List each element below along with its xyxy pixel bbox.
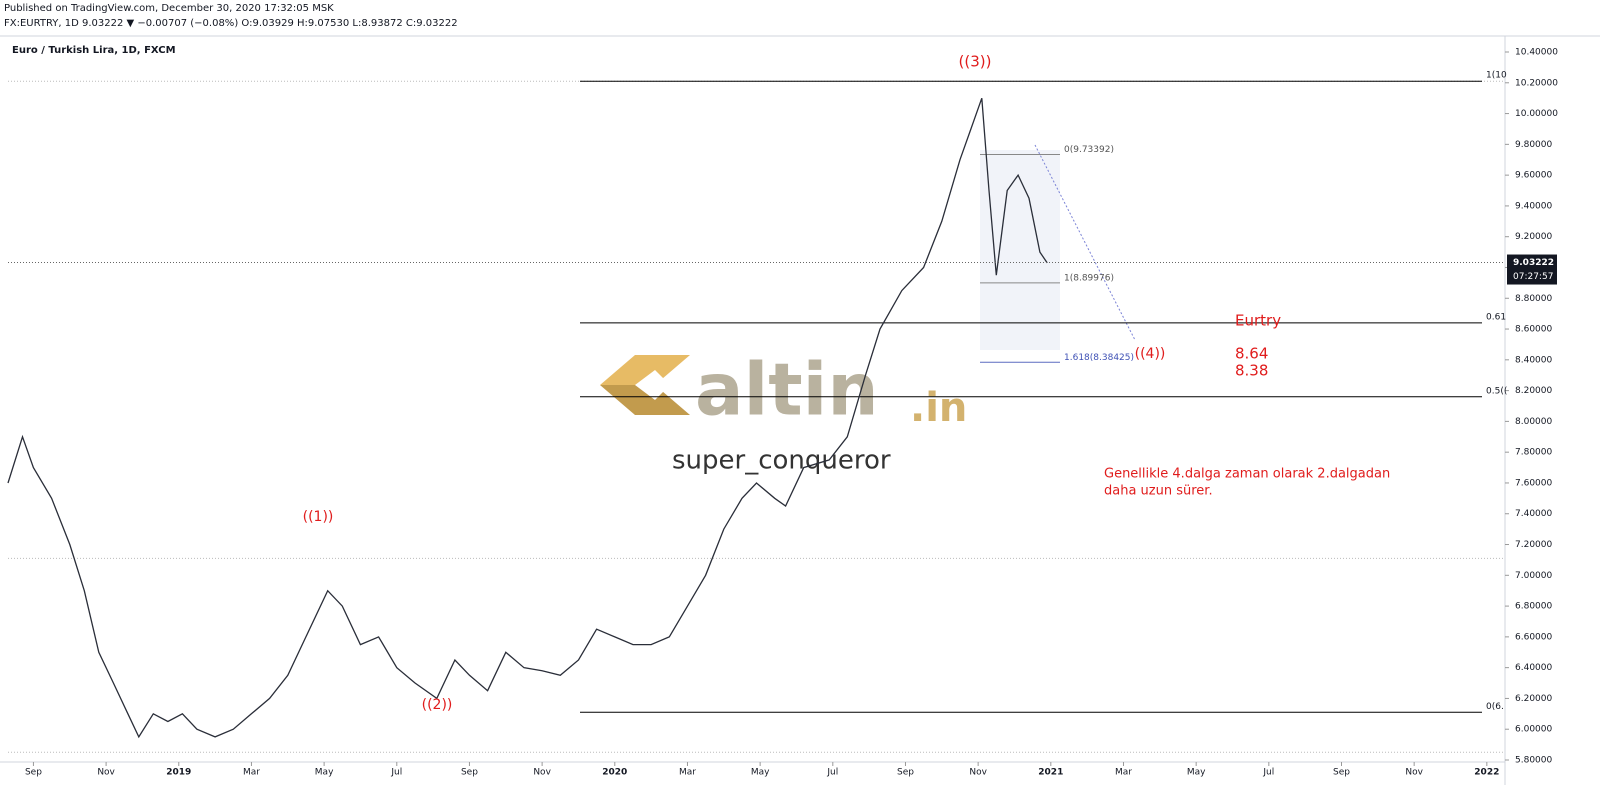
annotation: Eurtry (1235, 312, 1281, 330)
fib-level-label: 0.61 (1486, 312, 1506, 322)
y-tick-label: 8.40000 (1515, 355, 1552, 365)
y-tick-label: 9.60000 (1515, 171, 1552, 181)
x-tick-label: Nov (533, 768, 551, 778)
x-tick-label: 2022 (1474, 768, 1499, 778)
author: super_conqueror (672, 446, 891, 476)
quote: FX:EURTRY, 1D 9.03222 ▼ −0.00707 (−0.08%… (4, 18, 458, 29)
y-tick-label: 7.40000 (1515, 509, 1552, 519)
x-tick-label: May (1187, 768, 1206, 778)
x-tick-label: 2019 (166, 768, 191, 778)
y-tick-label: 8.60000 (1515, 325, 1552, 335)
annotation: ((4)) (1135, 346, 1166, 362)
annotation: daha uzun sürer. (1104, 484, 1213, 499)
price-line (7, 97, 1048, 739)
x-tick-label: Mar (243, 768, 260, 778)
price-tag-label: 9.03222 (1513, 258, 1554, 268)
fib-ext-label: 1(8.89976) (1064, 273, 1114, 283)
y-tick-label: 8.20000 (1515, 386, 1552, 396)
x-tick-label: 2020 (602, 768, 627, 778)
annotation: 8.38 (1235, 362, 1268, 380)
y-tick-label: 8.80000 (1515, 294, 1552, 304)
fib-level-label: 0(6. (1486, 702, 1504, 712)
y-tick-label: 7.60000 (1515, 478, 1552, 488)
x-tick-label: Nov (97, 768, 115, 778)
x-tick-label: May (751, 768, 770, 778)
x-tick-label: May (315, 768, 334, 778)
x-tick-label: Sep (25, 768, 42, 778)
y-tick-label: 5.80000 (1515, 755, 1552, 765)
y-tick-label: 10.00000 (1515, 109, 1558, 119)
fib-ext-label: 1.618(8.38425) (1064, 353, 1134, 363)
y-tick-label: 6.40000 (1515, 663, 1552, 673)
y-tick-label: 6.00000 (1515, 725, 1552, 735)
annotation: Genellikle 4.dalga zaman olarak 2.dalgad… (1104, 467, 1390, 482)
y-tick-label: 6.80000 (1515, 602, 1552, 612)
x-tick-label: Mar (679, 768, 696, 778)
y-tick-label: 9.80000 (1515, 140, 1552, 150)
y-tick-label: 9.40000 (1515, 201, 1552, 211)
annotation: ((3)) (959, 53, 992, 71)
x-tick-label: Jul (390, 768, 402, 778)
fib-ext-label: 0(9.73392) (1064, 145, 1114, 155)
annotation: ((1)) (303, 509, 334, 525)
x-tick-label: Nov (1405, 768, 1423, 778)
y-tick-label: 6.60000 (1515, 632, 1552, 642)
countdown: 07:27:57 (1513, 272, 1553, 282)
watermark: altin (695, 348, 879, 432)
y-tick-label: 10.40000 (1515, 48, 1558, 58)
y-tick-label: 9.20000 (1515, 232, 1552, 242)
x-tick-label: Sep (461, 768, 478, 778)
x-tick-label: Mar (1115, 768, 1132, 778)
chart-title: Euro / Turkish Lira, 1D, FXCM (12, 45, 176, 56)
x-tick-label: Sep (897, 768, 914, 778)
annotation: 8.64 (1235, 345, 1268, 363)
x-tick-label: Jul (1262, 768, 1274, 778)
projection (1034, 144, 1136, 341)
x-tick-label: 2021 (1038, 768, 1063, 778)
fib-level-label: 0.5(( (1486, 386, 1507, 396)
y-tick-label: 7.80000 (1515, 448, 1552, 458)
fib-level-label: 1(10 (1486, 71, 1507, 81)
fib-box (980, 150, 1060, 350)
y-tick-label: 8.00000 (1515, 417, 1552, 427)
logo (600, 355, 690, 415)
x-tick-label: Sep (1333, 768, 1350, 778)
x-tick-label: Nov (969, 768, 987, 778)
y-tick-label: 6.20000 (1515, 694, 1552, 704)
annotation: ((2)) (422, 697, 453, 713)
y-tick-label: 10.20000 (1515, 78, 1558, 88)
x-tick-label: Jul (826, 768, 838, 778)
price-tag (1507, 254, 1557, 285)
published: Published on TradingView.com, December 3… (4, 3, 334, 14)
watermark-suffix: .in (910, 385, 967, 431)
y-tick-label: 7.20000 (1515, 540, 1552, 550)
y-tick-label: 7.00000 (1515, 571, 1552, 581)
